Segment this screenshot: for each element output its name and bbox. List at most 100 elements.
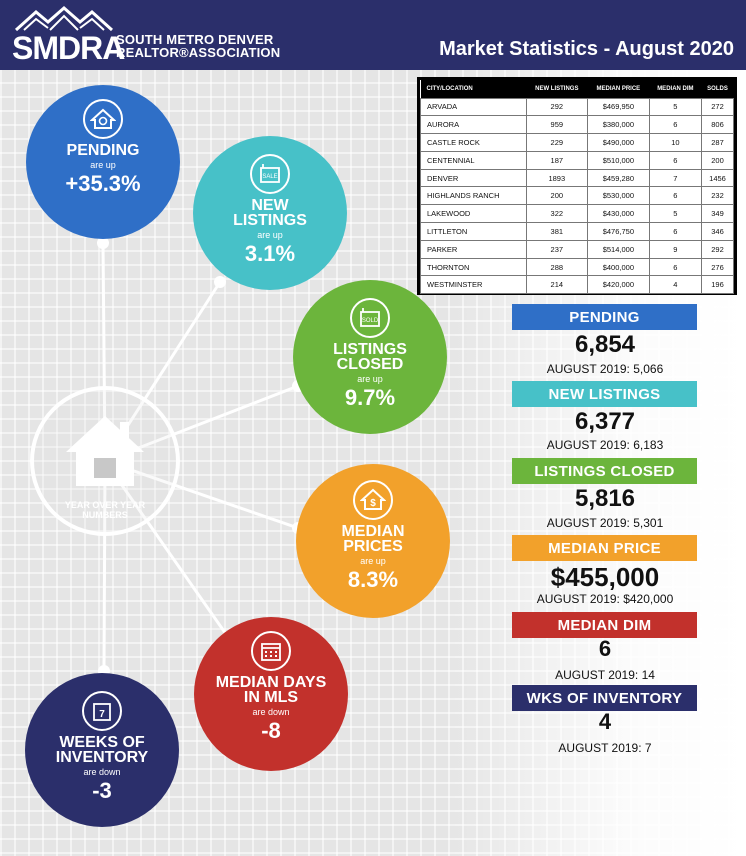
median-days-label: MEDIAN DAYS IN MLS (215, 674, 327, 706)
pending-value: +35.3% (65, 171, 141, 196)
column-header: MEDIAN PRICE (587, 80, 650, 98)
table-cell: AURORA (420, 115, 527, 135)
calendar-7-icon: 7 (82, 691, 122, 731)
median-days-sub: are down (252, 707, 290, 717)
table-cell: 346 (701, 222, 734, 241)
pending-circle: PENDING are up +35.3% (26, 85, 180, 239)
table-row: THORNTON 288 $400,000 6 276 (420, 257, 734, 277)
year-over-year-hub: YEAR OVER YEAR NUMBERS (30, 386, 180, 536)
for-sale-sign-icon: SALE (250, 154, 290, 194)
house-search-icon (83, 99, 123, 139)
table-cell: 232 (701, 186, 734, 206)
stat-value: $455,000 (550, 562, 660, 592)
column-header: SOLDS (701, 80, 734, 98)
logo-rooftops-icon (14, 6, 114, 32)
table-cell: 1456 (701, 168, 734, 188)
weeks-inventory-value: -3 (92, 778, 112, 803)
svg-text:7: 7 (99, 709, 105, 720)
table-cell: 381 (525, 222, 588, 241)
house-dollar-icon: $ (353, 480, 393, 520)
table-cell: 6 (648, 186, 703, 206)
table-cell: 214 (525, 275, 588, 295)
table-row: DENVER 1893 $459,280 7 1456 (420, 168, 734, 188)
median-prices-sub: are up (360, 556, 386, 566)
table-cell: $430,000 (586, 204, 650, 224)
stat-previous-year: AUGUST 2019: 14 (555, 668, 655, 682)
pending-sub: are up (90, 160, 116, 170)
weeks-inventory-circle: 7 WEEKS OF INVENTORY are down -3 (25, 673, 179, 827)
table-cell: $510,000 (586, 150, 650, 170)
stat-value: 6 (598, 636, 612, 661)
house-icon (66, 416, 144, 486)
stat-label-bar: WKS OF INVENTORY (512, 685, 697, 711)
table-cell: LAKEWOOD (420, 204, 527, 224)
stat-value: 6,377 (574, 408, 636, 435)
table-cell: 4 (648, 275, 703, 295)
table-cell: 322 (525, 204, 588, 224)
stat-previous-year: AUGUST 2019: 5,066 (546, 362, 664, 376)
table-cell: 229 (525, 133, 588, 152)
table-cell: HIGHLANDS RANCH (420, 186, 527, 206)
table-cell: 272 (701, 97, 734, 117)
table-cell: PARKER (420, 239, 527, 259)
table-row: HIGHLANDS RANCH 200 $530,000 6 232 (420, 186, 734, 206)
stat-previous-year: AUGUST 2019: 5,301 (546, 516, 664, 530)
table-row: AURORA 959 $380,000 6 806 (420, 115, 734, 135)
new-listings-circle: SALE NEW LISTINGS are up 3.1% (193, 136, 347, 290)
table-cell: WESTMINSTER (420, 275, 527, 295)
table-cell: 5 (648, 97, 703, 117)
table-row: LAKEWOOD 322 $430,000 5 349 (420, 204, 734, 224)
table-cell: $459,280 (586, 168, 650, 188)
table-cell: 288 (525, 257, 588, 277)
listings-closed-label: LISTINGS CLOSED (333, 341, 407, 373)
table-cell: $380,000 (586, 115, 650, 135)
table-row: WESTMINSTER 214 $420,000 4 196 (420, 275, 734, 295)
table-cell: 200 (525, 186, 588, 206)
table-cell: $530,000 (586, 186, 650, 206)
stat-label-bar: MEDIAN DIM (512, 612, 697, 638)
header-banner: SMDRA SOUTH METRO DENVER REALTOR®ASSOCIA… (0, 0, 746, 70)
stat-value: 5,816 (574, 485, 636, 512)
column-header: MEDIAN DIM (649, 80, 702, 98)
listings-closed-value: 9.7% (344, 385, 396, 410)
svg-text:SOLD: SOLD (362, 318, 379, 324)
table-cell: $476,750 (586, 222, 650, 241)
stat-value: 6,854 (574, 331, 636, 358)
table-cell: CENTENNIAL (420, 150, 527, 170)
stat-previous-year: AUGUST 2019: 7 (558, 741, 652, 755)
column-header: CITY/LOCATION (420, 80, 527, 98)
table-cell: $420,000 (586, 275, 650, 295)
hub-label-line1: YEAR OVER YEAR (64, 500, 146, 510)
table-row: CASTLE ROCK 229 $490,000 10 287 (420, 133, 734, 152)
listings-closed-sub: are up (357, 374, 383, 384)
median-prices-value: 8.3% (347, 567, 399, 592)
table-cell: 237 (525, 239, 588, 259)
table-cell: $469,950 (586, 97, 650, 117)
city-stats-table: CITY/LOCATION NEW LISTINGS MEDIAN PRICE … (417, 77, 737, 295)
new-listings-sub: are up (257, 230, 283, 240)
svg-text:$: $ (370, 498, 376, 509)
svg-text:SALE: SALE (262, 174, 277, 180)
hub-label-line2: NUMBERS (82, 510, 128, 520)
stat-label-bar: LISTINGS CLOSED (512, 458, 697, 484)
table-cell: $400,000 (586, 257, 650, 277)
pending-label: PENDING (66, 142, 140, 159)
table-cell: $490,000 (586, 133, 650, 152)
table-cell: 5 (648, 204, 703, 224)
table-cell: THORNTON (420, 257, 527, 277)
column-header: NEW LISTINGS (526, 80, 588, 98)
table-cell: CASTLE ROCK (420, 133, 527, 152)
table-cell: DENVER (420, 168, 527, 188)
median-days-circle: MEDIAN DAYS IN MLS are down -8 (194, 617, 348, 771)
table-cell: 276 (701, 257, 734, 277)
new-listings-value: 3.1% (244, 241, 296, 266)
table-row: CENTENNIAL 187 $510,000 6 200 (420, 150, 734, 170)
table-cell: 292 (701, 239, 734, 259)
table-cell: 287 (701, 133, 734, 152)
table-row: LITTLETON 381 $476,750 6 346 (420, 222, 734, 241)
table-cell: ARVADA (420, 97, 527, 117)
stat-value: 4 (598, 709, 612, 734)
org-name: SOUTH METRO DENVER REALTOR®ASSOCIATION (116, 32, 281, 60)
stat-previous-year: AUGUST 2019: 6,183 (546, 438, 664, 452)
table-cell: 10 (648, 133, 703, 152)
